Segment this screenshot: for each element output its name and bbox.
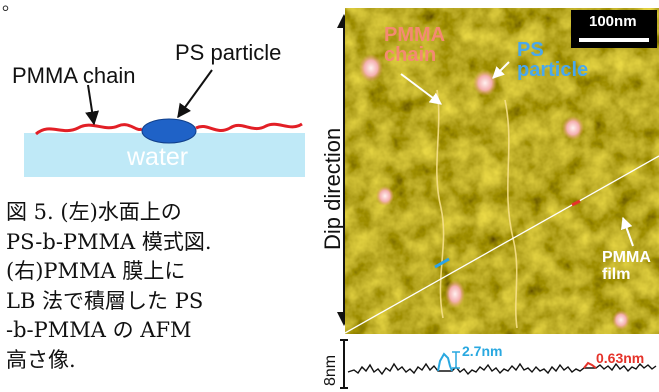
ps-particle-shape bbox=[141, 118, 197, 144]
afm-pmma-chain-label-line: chain bbox=[384, 44, 437, 66]
scale-bar-label: 100nm bbox=[589, 13, 637, 30]
afm-ps-particle-label: PS particle bbox=[517, 40, 588, 80]
caption-line: PS-b-PMMA 模式図. bbox=[6, 229, 212, 254]
afm-pmma-film-label-line: PMMA bbox=[602, 249, 651, 266]
caption-line: 図 5. (左)水面上の bbox=[6, 200, 182, 224]
dip-direction-label: Dip direction bbox=[320, 127, 345, 250]
height-profile bbox=[340, 339, 657, 389]
pmma-chain-label: PMMA chain bbox=[12, 63, 136, 88]
afm-pmma-film-label-line: film bbox=[602, 266, 631, 283]
profile-trace bbox=[347, 362, 657, 376]
profile-line bbox=[345, 155, 659, 334]
ps-particle-arrow bbox=[177, 69, 213, 119]
pmma-chain-curve bbox=[35, 122, 303, 136]
afm-pmma-chain-label: PMMA chain bbox=[384, 25, 445, 65]
figure-caption: 図 5. (左)水面上の PS-b-PMMA 模式図. (右)PMMA 膜上に … bbox=[6, 198, 306, 375]
ps-particles bbox=[359, 54, 630, 330]
pmma-film-pointer bbox=[620, 216, 634, 247]
afm-ps-particle-label-line: PS bbox=[517, 39, 544, 61]
profile-peak-red bbox=[583, 361, 597, 369]
caption-line: -b-PMMA の AFM bbox=[6, 318, 192, 342]
afm-image bbox=[345, 8, 659, 334]
pmma-chain-arrow bbox=[85, 84, 100, 126]
schematic-drawing bbox=[24, 69, 305, 177]
caption-line: (右)PMMA 膜上に bbox=[6, 259, 186, 283]
ps-particle-label: PS particle bbox=[175, 40, 282, 65]
afm-pmma-chain-label-line: PMMA bbox=[384, 24, 446, 46]
profile-axis-label: 8nm bbox=[322, 354, 339, 386]
profile-value-blue: 2.7nm bbox=[462, 343, 503, 359]
water-label: water bbox=[127, 143, 189, 171]
scale-bar bbox=[579, 38, 649, 42]
afm-ps-particle-label-line: particle bbox=[517, 59, 589, 81]
afm-pmma-film-label: PMMA film bbox=[602, 249, 651, 283]
profile-peak-blue bbox=[437, 352, 453, 372]
corner-mark: 。 bbox=[2, 0, 20, 15]
caption-line: 高さ像. bbox=[6, 347, 76, 372]
pmma-chain-pointer bbox=[400, 73, 442, 105]
caption-line: LB 法で積層した PS bbox=[6, 288, 204, 313]
profile-value-red: 0.63nm bbox=[596, 350, 645, 366]
ps-particle-pointer bbox=[492, 61, 510, 79]
